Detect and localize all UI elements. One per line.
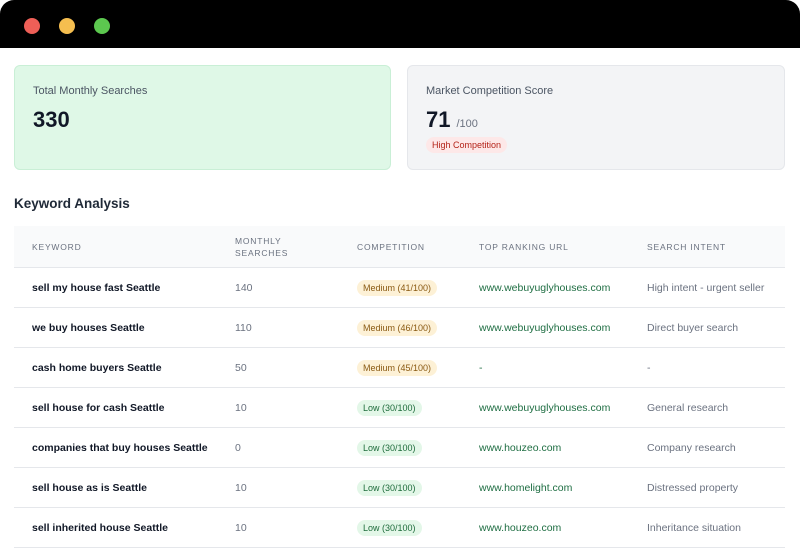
ranking-url: www.houzeo.com (479, 521, 562, 534)
competition-badge: High Competition (426, 137, 508, 153)
competition-badge: Low (30/100) (357, 519, 422, 536)
ranking-url: www.homelight.com (479, 481, 573, 494)
competition-badge: Medium (45/100) (357, 359, 438, 376)
competition-badge: Medium (46/100) (357, 319, 438, 336)
section-title: Keyword Analysis (14, 196, 130, 211)
table-row: companies that buy houses Seattle 0 Low (3… (14, 428, 785, 468)
monthly-searches: 140 (235, 281, 253, 294)
competition-badge: Low (30/100) (357, 399, 422, 416)
competition-badge: Low (30/100) (357, 439, 422, 456)
metric-card: Total Monthly Searches 330 (14, 65, 391, 170)
monthly-searches: 0 (235, 441, 241, 454)
ranking-url: www.webuyuglyhouses.com (479, 281, 611, 294)
metric-suffix: /100 (456, 118, 478, 130)
close-button[interactable] (24, 18, 40, 34)
window-titlebar (0, 0, 800, 48)
keyword-table: KEYWORD MONTHLY SEARCHES COMPETITION TOP RA… (14, 226, 785, 548)
table-header: KEYWORD MONTHLY SEARCHES COMPETITION TOP RA… (14, 226, 785, 268)
search-intent: Direct buyer search (647, 321, 739, 334)
metric-value-row: 71/100 (426, 107, 766, 133)
monthly-searches: 110 (235, 321, 252, 334)
table-row: sell house as is Seattle 10 Low (30/100) ww… (14, 468, 785, 508)
minimize-button[interactable] (59, 18, 75, 34)
keyword: cash home buyers Seattle (32, 361, 162, 374)
column-header: MONTHLY SEARCHES (235, 235, 289, 258)
keyword: sell house as is Seattle (32, 481, 147, 494)
table-row: sell my house fast Seattle 140 Medium (41/… (14, 268, 785, 308)
keyword: sell my house fast Seattle (32, 281, 161, 294)
search-intent: Distressed property (647, 481, 739, 494)
search-intent: Inheritance situation (647, 521, 741, 534)
column-header: TOP RANKING URL (479, 241, 569, 252)
table-row: sell house for cash Seattle 10 Low (30/100… (14, 388, 785, 428)
metric-value: 330 (33, 107, 70, 132)
monthly-searches: 50 (235, 361, 247, 374)
keyword: companies that buy houses Seattle (32, 441, 208, 454)
ranking-url: www.webuyuglyhouses.com (479, 321, 611, 334)
ranking-url: www.webuyuglyhouses.com (479, 401, 611, 414)
search-intent: High intent - urgent seller (647, 281, 765, 294)
keyword: we buy houses Seattle (32, 321, 145, 334)
table-row: sell inherited house Seattle 10 Low (30/10… (14, 508, 785, 548)
column-header: KEYWORD (32, 241, 82, 252)
keyword: sell inherited house Seattle (32, 521, 168, 534)
table-row: cash home buyers Seattle 50 Medium (45/100… (14, 348, 785, 388)
metric-value: 71 (426, 107, 451, 132)
metric-label: Market Competition Score (426, 85, 554, 97)
maximize-button[interactable] (94, 18, 110, 34)
column-header: COMPETITION (357, 241, 425, 252)
search-intent: Company research (647, 441, 736, 454)
metric-card: Market Competition Score 71/100 High Com… (407, 65, 785, 170)
monthly-searches: 10 (235, 481, 247, 494)
monthly-searches: 10 (235, 401, 247, 414)
competition-badge: Low (30/100) (357, 479, 422, 496)
keyword: sell house for cash Seattle (32, 401, 165, 414)
ranking-url: www.houzeo.com (479, 441, 562, 454)
competition-badge: Medium (41/100) (357, 279, 438, 296)
metric-label: Total Monthly Searches (33, 85, 148, 97)
search-intent: General research (647, 401, 729, 414)
search-intent: - (647, 361, 651, 374)
monthly-searches: 10 (235, 521, 247, 534)
column-header: SEARCH INTENT (647, 241, 726, 252)
ranking-url: - (479, 361, 483, 374)
table-row: we buy houses Seattle 110 Medium (46/100) w… (14, 308, 785, 348)
